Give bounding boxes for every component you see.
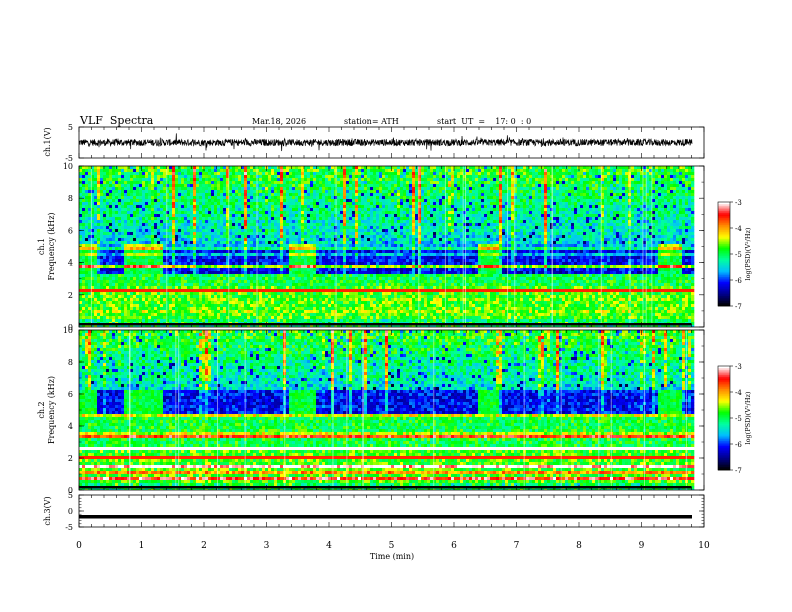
ch1-spectrogram-panel-colorbar-tick-label: -3	[735, 199, 742, 207]
ch2-spectrogram-panel-gap	[284, 330, 286, 490]
ch3-panel-ytick-label: -5	[65, 523, 73, 532]
ch2-spectrogram-panel-colorbar-tick-label: -5	[735, 415, 742, 423]
ch1-spectrogram-panel-colorbar-tick-label: -5	[735, 251, 742, 259]
ch1-spectrogram-panel-gap	[90, 166, 92, 327]
ch2-spectrogram-panel-baseline	[79, 486, 692, 489]
ch2-spectrogram-panel-ylabel: Frequency (kHz)	[47, 376, 56, 444]
ch2-spectrogram-panel-gap	[217, 330, 218, 490]
ch2-spectrogram-panel-ytick-label: 10	[63, 326, 73, 335]
ch1-spectrogram-panel-ylabel: Frequency (kHz)	[47, 212, 56, 280]
ch1-spectrogram-panel-gap	[645, 166, 647, 327]
ch2-spectrogram-panel-ytick-label: 6	[68, 390, 73, 399]
ch2-spectrogram-panel-gap	[433, 330, 435, 490]
ch1-spectrogram-panel-cells	[79, 166, 695, 327]
ch1-spectrogram-panel-colorbar-label: log(PSD)(V²/Hz)	[744, 227, 752, 280]
ch2-spectrogram-panel-gap	[685, 330, 687, 490]
ch2-spectrogram-panel-gap	[129, 330, 130, 490]
ch1-spectrogram-panel-gap	[551, 166, 553, 327]
ch3-panel-ytick-label: 0	[68, 507, 73, 516]
ch2-spectrogram-panel-colorbar-tick-label: -7	[735, 467, 742, 475]
x-tick-label: 10	[698, 541, 710, 551]
ch1-spectrogram-panel-ytick-label: 4	[68, 259, 73, 268]
x-tick-label: 9	[639, 541, 645, 551]
ch2-spectrogram-panel-colorbar-tick-label: -3	[735, 363, 742, 371]
ch1-spectrogram-panel-gap	[651, 166, 653, 327]
ch2-spectrogram-panel-gap	[175, 330, 177, 490]
ch1-spectrogram-panel-ytick-label: 0	[68, 323, 73, 332]
ch2-spectrogram-panel-gap	[643, 330, 645, 490]
x-tick-label: 7	[514, 541, 520, 551]
ch1-spectrogram-panel-gap	[642, 166, 644, 327]
ch2-spectrogram-panel-ytick-label: 8	[68, 358, 73, 367]
ch1-spectrogram-panel-gap	[444, 166, 446, 327]
ch2-spectrogram-panel-gap	[610, 330, 612, 490]
ch2-spectrogram-panel-ytick-label: 2	[68, 454, 73, 463]
ch2-spectrogram-panel-gap	[244, 330, 246, 490]
ch2-spectrogram-panel-colorbar-tick-label: -6	[735, 441, 742, 449]
ch1-spectrogram-panel-gap	[629, 166, 631, 327]
ch1-spectrogram-panel-colorbar-tick-label: -4	[735, 225, 742, 233]
ch1-spectrogram-panel-baseline	[79, 323, 692, 326]
x-tick-label: 2	[201, 541, 207, 551]
x-tick-label: 5	[389, 541, 395, 551]
x-tick-label: 3	[264, 541, 270, 551]
ch3-panel-ylabel: ch.3(V)	[43, 496, 52, 525]
x-tick-label: 0	[76, 541, 82, 551]
ch1-spectrogram-panel-ytick-label: 6	[68, 226, 73, 235]
ch2-spectrogram-panel-gap	[560, 330, 562, 490]
ch2-spectrogram-panel-gap	[129, 330, 131, 490]
ch2-spectrogram-panel-ytick-label: 0	[68, 486, 73, 495]
ch1-spectrogram-panel-gap	[462, 166, 464, 327]
ch1-spectrogram-panel-colorbar-tick-label: -6	[735, 277, 742, 285]
ch1-spectrogram-panel-gap	[228, 166, 230, 327]
ch1-spectrogram-panel-gap	[600, 166, 602, 327]
ch2-spectrogram-panel-colorbar	[718, 366, 730, 471]
ch1-spectrogram-panel-ylabel-channel: ch.1	[37, 238, 46, 255]
ch1-panel-trace	[78, 133, 693, 152]
ch2-spectrogram-panel-gap	[178, 330, 180, 490]
ch1-spectrogram-panel-gap	[166, 166, 168, 327]
ch2-spectrogram-panel-ylabel-channel: ch.2	[37, 401, 46, 418]
ch1-spectrogram-panel-gap	[507, 166, 509, 327]
ch1-spectrogram-panel-gap	[335, 166, 337, 327]
ch2-spectrogram-panel-colorbar-tick-label: -4	[735, 389, 742, 397]
ch1-panel-ytick-label: -5	[65, 154, 73, 163]
ch2-spectrogram-panel-cells	[79, 330, 695, 490]
ch1-spectrogram-panel-gap	[418, 166, 420, 327]
ch2-spectrogram-panel-gap	[598, 330, 600, 490]
x-tick-label: 4	[326, 541, 332, 551]
ch1-spectrogram-panel-gap	[514, 166, 516, 327]
start-ut-label: start UT = 17: 0 : 0	[437, 117, 531, 126]
figure-title: VLF Spectra	[80, 114, 153, 127]
ch2-spectrogram-panel-gap	[346, 330, 348, 490]
ch1-panel-ytick-label: 5	[68, 123, 73, 132]
ch2-spectrogram-panel-colorbar-label: log(PSD)(V²/Hz)	[744, 391, 752, 444]
ch1-spectrogram-panel-gap	[256, 166, 258, 327]
ch1-spectrogram-panel-ytick-label: 10	[63, 162, 73, 171]
x-tick-label: 1	[139, 541, 145, 551]
ch2-spectrogram-panel-ytick-label: 4	[68, 422, 73, 431]
x-tick-label: 6	[451, 541, 457, 551]
date-label: Mar.18, 2026	[252, 117, 306, 126]
x-tick-label: 8	[576, 541, 582, 551]
ch2-spectrogram-panel-gap	[332, 330, 334, 490]
ch2-spectrogram-panel-gap	[362, 330, 364, 490]
ch1-spectrogram-panel-ytick-label: 2	[68, 291, 73, 300]
x-axis-label: Time (min)	[370, 552, 414, 561]
ch1-spectrogram-panel-colorbar-tick-label: -7	[735, 303, 742, 311]
ch1-spectrogram-panel-ytick-label: 8	[68, 194, 73, 203]
ch1-spectrogram-panel-colorbar	[718, 202, 730, 307]
ch1-spectrogram-panel-gap	[465, 166, 466, 327]
ch1-panel-ylabel: ch.1(V)	[43, 127, 52, 156]
station-label: station= ATH	[344, 117, 399, 126]
ch3-panel-ytick-label: 5	[68, 491, 73, 500]
ch2-spectrogram-panel-gap	[523, 330, 525, 490]
